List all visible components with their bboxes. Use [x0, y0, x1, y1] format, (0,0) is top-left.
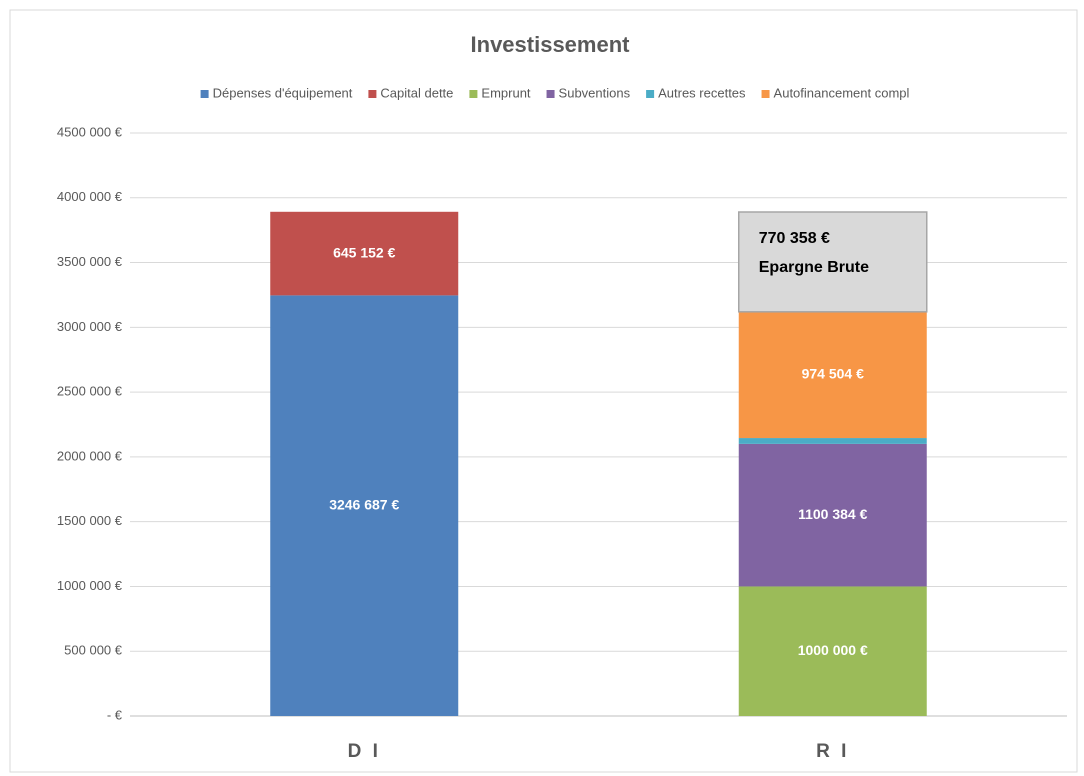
y-tick-label: 2500 000 €	[57, 384, 123, 399]
bar-segment	[738, 586, 927, 716]
annotation-box	[738, 211, 928, 313]
legend-swatch	[761, 90, 770, 98]
legend-swatch	[368, 90, 377, 98]
legend-label: Dépenses d'équipement	[213, 85, 353, 100]
y-tick-label: 4500 000 €	[57, 124, 123, 139]
y-tick-label: 4000 000 €	[57, 189, 123, 204]
bar-segment	[270, 211, 459, 296]
data-label: 3246 687 €	[329, 496, 399, 512]
y-tick-label: 2000 000 €	[57, 448, 123, 463]
y-tick-label: 1500 000 €	[57, 513, 123, 528]
annotation-label: 770 358 €	[759, 230, 830, 247]
y-tick-label: - €	[107, 707, 123, 722]
x-tick-label: D I	[348, 741, 381, 762]
y-tick-label: 3500 000 €	[57, 254, 123, 269]
chart-title: Investissement	[471, 32, 631, 57]
legend-swatch	[469, 90, 478, 98]
bar-segment	[270, 295, 459, 716]
data-label: 1100 384 €	[798, 506, 868, 522]
legend-label: Autofinancement compl	[774, 85, 910, 100]
data-label: 1000 000 €	[798, 642, 868, 658]
x-tick-label: R I	[816, 741, 849, 762]
bar-segment	[738, 311, 927, 439]
annotation-text: Epargne Brute	[759, 259, 869, 276]
data-label: 645 152 €	[333, 244, 395, 260]
legend-label: Capital dette	[380, 85, 453, 100]
bar-segment	[738, 438, 927, 444]
bar-segment	[738, 443, 927, 587]
legend-swatch	[200, 90, 209, 98]
legend-swatch	[646, 90, 655, 98]
legend-label: Emprunt	[481, 85, 531, 100]
legend-label: Autres recettes	[658, 85, 746, 100]
y-tick-label: 1000 000 €	[57, 578, 123, 593]
legend-swatch	[546, 90, 555, 98]
y-tick-label: 500 000 €	[64, 643, 123, 658]
legend-label: Subventions	[559, 85, 631, 100]
data-label: 974 504 €	[802, 366, 864, 382]
y-tick-label: 3000 000 €	[57, 319, 123, 334]
